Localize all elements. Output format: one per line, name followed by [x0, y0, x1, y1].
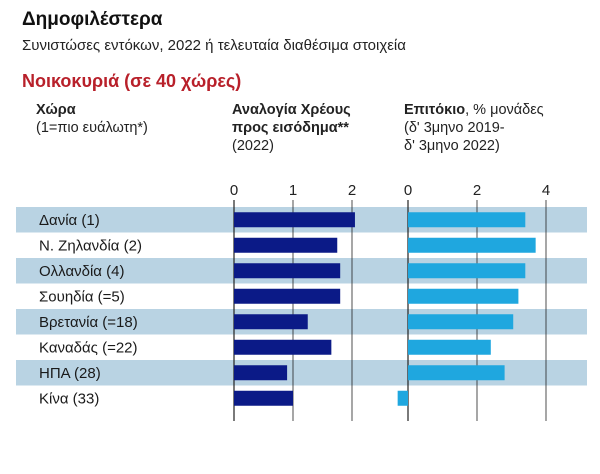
rate-tick-label: 2 — [473, 182, 481, 199]
debt-bar — [234, 237, 338, 253]
tick-labels: 0 1 2 0 2 4 — [230, 182, 550, 199]
debt-column-title-line2: προς εισόδημα** — [232, 120, 349, 136]
debt-bar — [234, 288, 341, 304]
debt-column-note: (2022) — [232, 138, 274, 154]
rate-column-title-unit: , % μονάδες — [465, 102, 544, 118]
chart-title: Δημοφιλέστερα — [22, 9, 163, 30]
rate-bar — [408, 263, 526, 279]
rate-column-note-line1: (δ' 3μηνο 2019- — [404, 120, 505, 136]
country-label: Ολλανδία (4) — [39, 263, 124, 280]
debt-bar — [234, 212, 355, 228]
debt-tick-label: 1 — [289, 182, 297, 199]
country-label: Δανία (1) — [39, 212, 100, 229]
country-label: Ν. Ζηλανδία (2) — [39, 237, 142, 254]
country-column-header: Χώρα (1=πιο ευάλωτη*) — [36, 101, 148, 137]
country-column-title: Χώρα — [36, 102, 76, 118]
rate-bar — [408, 365, 505, 381]
rate-bar — [408, 339, 491, 355]
rate-column-header: Επιτόκιο, % μονάδες (δ' 3μηνο 2019- δ' 3… — [404, 101, 544, 155]
chart-subtitle: Συνιστώσες εντόκων, 2022 ή τελευταία δια… — [22, 37, 406, 54]
row-labels: Δανία (1) Ν. Ζηλανδία (2) Ολλανδία (4) Σουη… — [39, 212, 142, 408]
bars — [234, 212, 536, 406]
rate-tick-label: 0 — [404, 182, 412, 199]
rate-bar — [408, 314, 514, 330]
debt-column-header: Αναλογία Χρέους προς εισόδημα** (2022) — [232, 101, 351, 155]
debt-tick-label: 2 — [348, 182, 356, 199]
debt-bar — [234, 314, 308, 330]
rate-bar — [408, 212, 526, 228]
debt-tick-label: 0 — [230, 182, 238, 199]
rate-column-note-line2: δ' 3μηνο 2022) — [404, 138, 500, 154]
rate-tick-label: 4 — [542, 182, 550, 199]
country-label: ΗΠΑ (28) — [39, 365, 101, 382]
country-label: Καναδάς (=22) — [39, 339, 138, 356]
gridlines — [233, 200, 547, 421]
rate-column-title: Επιτόκιο — [404, 102, 466, 118]
country-label: Σουηδία (=5) — [39, 288, 125, 305]
debt-bar — [234, 365, 288, 381]
rate-bar — [408, 237, 536, 253]
debt-column-title-line1: Αναλογία Χρέους — [232, 102, 351, 118]
country-column-note: (1=πιο ευάλωτη*) — [36, 120, 148, 136]
section-heading: Νοικοκυριά (σε 40 χώρες) — [22, 71, 242, 91]
country-label: Κίνα (33) — [39, 390, 99, 407]
debt-bar — [234, 390, 293, 406]
debt-bar — [234, 339, 332, 355]
debt-bar — [234, 263, 341, 279]
country-label: Βρετανία (=18) — [39, 314, 138, 331]
rate-bar — [397, 390, 408, 406]
rate-bar — [408, 288, 519, 304]
